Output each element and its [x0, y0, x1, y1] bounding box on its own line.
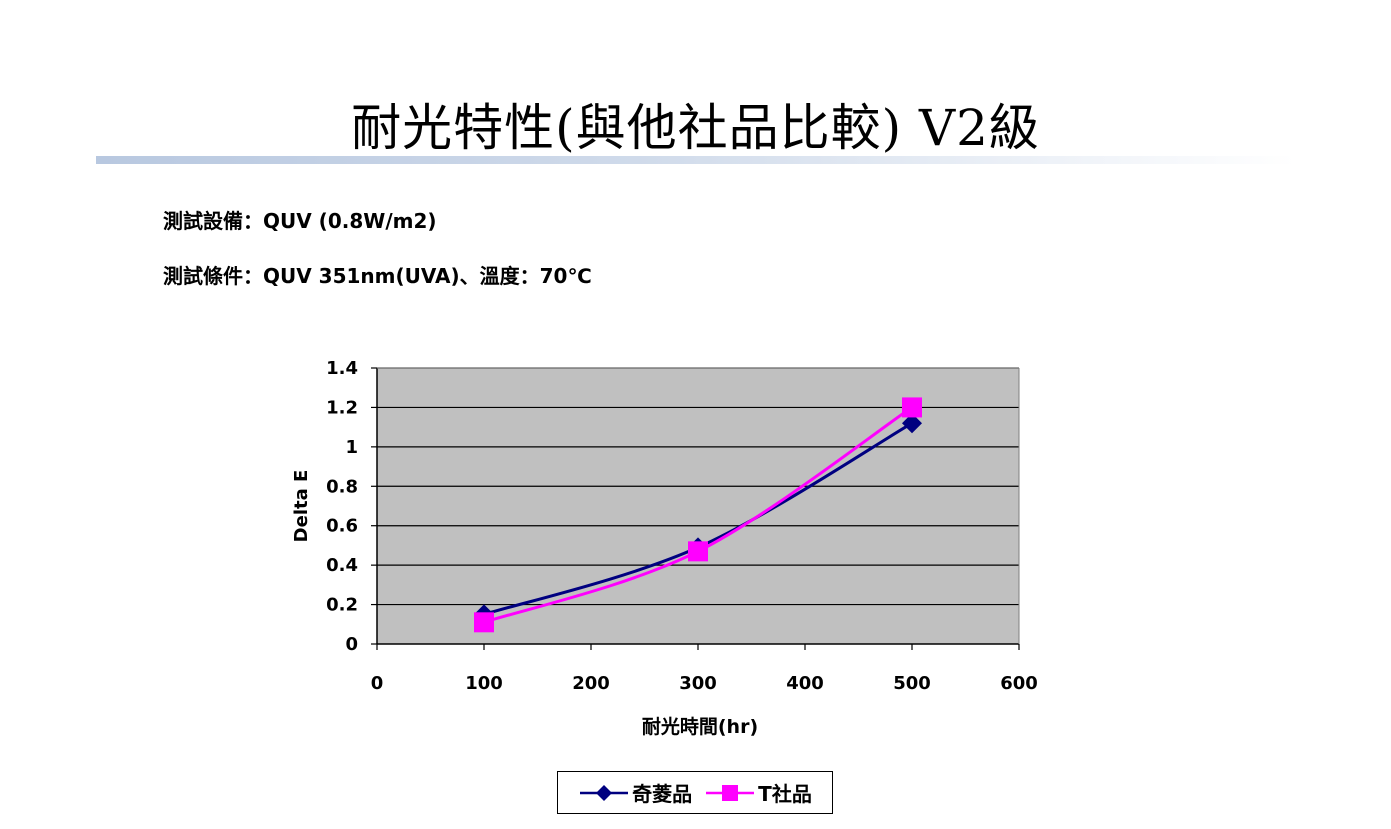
- y-tick-label: 0.8: [326, 476, 358, 497]
- series-group: [474, 397, 922, 633]
- data-point-square: [688, 541, 708, 562]
- y-tick-label: 1.2: [326, 397, 358, 418]
- data-point-square: [902, 397, 922, 418]
- info-conditions-value: QUV 351nm(UVA)、溫度：70℃: [263, 264, 592, 288]
- y-tick-label: 1: [345, 437, 358, 458]
- y-tick-label: 0.2: [326, 595, 358, 616]
- info-equipment-value: QUV (0.8W/m2): [263, 209, 437, 233]
- chart-legend: 奇菱品 T社品: [557, 771, 833, 814]
- legend-label-series-1: 奇菱品: [632, 782, 693, 806]
- legend-item-series-1: 奇菱品: [578, 778, 692, 807]
- y-axis-label: Delta E: [291, 470, 312, 543]
- info-equipment-label: 測試設備：: [163, 209, 263, 233]
- data-point-square: [474, 612, 494, 633]
- x-tick-label: 600: [1000, 673, 1038, 694]
- x-tick-label: 300: [679, 673, 717, 694]
- y-tick-label: 0.6: [326, 516, 358, 537]
- x-tick-label: 400: [786, 673, 824, 694]
- legend-item-series-2: T社品: [704, 778, 812, 807]
- title-underline-bar: [96, 156, 1296, 164]
- x-tick-label: 200: [572, 673, 610, 694]
- info-conditions-label: 測試條件：: [163, 264, 263, 288]
- slide-title: 耐光特性(與他社品比較) V2級: [351, 99, 1040, 157]
- data-point-diamond: [902, 413, 922, 434]
- diamond-marker-icon: [580, 784, 629, 801]
- x-axis-label: 耐光時間(hr): [642, 715, 758, 738]
- y-tick-label: 0.4: [326, 555, 358, 576]
- x-tick-label: 500: [893, 673, 931, 694]
- legend-label-series-2: T社品: [758, 782, 812, 806]
- plot-area: [377, 368, 1019, 644]
- x-tick-label: 100: [465, 673, 503, 694]
- axis-ticks: 0 0.2 0.4 0.6 0.8 1 1.2 1.4 0 100 200 300 400 500 600: [326, 358, 1038, 694]
- info-conditions: 測試條件：QUV 351nm(UVA)、溫度：70℃: [163, 260, 592, 289]
- y-tick-label: 0: [345, 634, 358, 655]
- info-equipment: 測試設備：QUV (0.8W/m2): [163, 205, 437, 234]
- x-tick-label: 0: [371, 673, 384, 694]
- square-marker-icon: [706, 784, 755, 801]
- y-tick-label: 1.4: [326, 358, 358, 379]
